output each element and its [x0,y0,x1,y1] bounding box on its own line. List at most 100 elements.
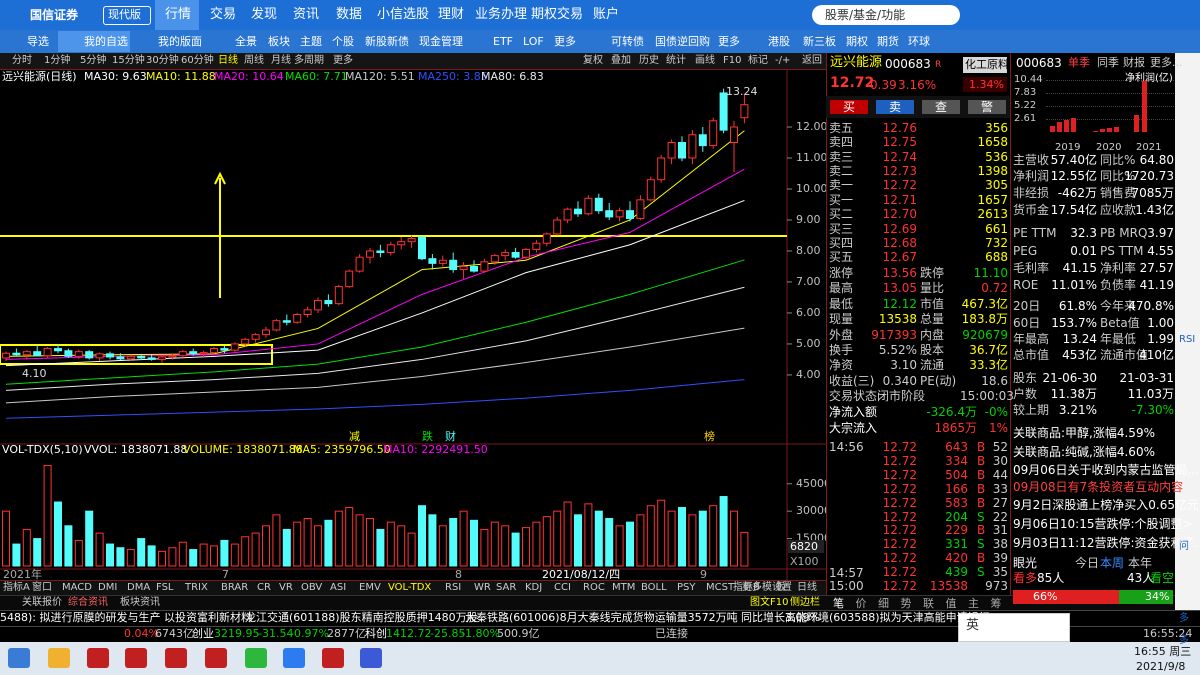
menu-item[interactable]: 业务办理 [475,7,528,22]
quote-tab[interactable]: 主 [968,597,979,610]
toolbar-item[interactable]: 新股新债 [365,35,409,48]
news-item[interactable]: 关联商品:纯碱,涨幅4.60% [1013,445,1155,459]
indicator-tab[interactable]: MTM [612,582,636,593]
side-item[interactable]: 问 [1179,541,1189,552]
f10-tab[interactable]: 单季 [1068,56,1090,69]
period-tab[interactable]: 5分钟 [80,55,107,66]
toolbar-item[interactable]: 主题 [300,35,322,48]
toolbar-item[interactable]: 可转债 [611,35,644,48]
f10-link[interactable]: 侧边栏 [790,597,820,608]
indicator-tab[interactable]: RSI [445,582,462,593]
indicator-tab[interactable]: 板 [776,582,786,593]
taskbar-icon[interactable] [87,648,109,668]
quote-tab[interactable]: 细 [878,597,889,610]
quote-tab[interactable]: 联 [923,597,934,610]
edition-box[interactable] [103,6,151,25]
period-tab[interactable]: 更多 [333,55,353,66]
chart-tool[interactable]: 叠加 [611,55,631,66]
f10-tab[interactable]: 同季 [1097,56,1119,69]
indicator-tab[interactable]: PSY [677,582,696,593]
quote-tab[interactable]: 势 [900,597,912,610]
period-tab[interactable]: 周线 [244,55,264,66]
indicator-tab[interactable]: BOLL [641,582,667,593]
indicator-tab[interactable]: 指标B [733,582,760,593]
indicator-tab[interactable]: MACD [62,582,92,593]
side-item[interactable]: RSI [1179,334,1196,345]
toolbar-item[interactable]: LOF [523,35,544,48]
toolbar-item[interactable]: 导选 [27,35,49,48]
quote-tab[interactable]: 价 [855,597,867,610]
chart-tool[interactable]: 画线 [695,55,715,66]
toolbar-item[interactable]: 个股 [332,35,354,48]
menu-item[interactable]: 交易 [210,7,237,22]
news-item[interactable]: 9月2日深股通上榜净买入0.65亿元 [1013,498,1199,512]
indicator-tab[interactable]: VR [279,582,293,593]
edition[interactable]: 现代版 [108,8,141,21]
indicator-tab[interactable]: CR [257,582,271,593]
trade-button[interactable]: 买 [830,100,868,114]
indicator-tab[interactable]: DMI [98,582,118,593]
indicator-tab[interactable]: ROC [583,582,605,593]
chart-tool[interactable]: F10 [723,55,742,66]
taskbar-icon[interactable] [48,648,70,668]
indicator-tab[interactable]: 指标A [3,582,30,593]
news-item[interactable]: 关联商品:甲醇,涨幅4.59% [1013,426,1155,440]
info-tab[interactable]: 综合资讯 [68,597,108,608]
taskbar-icon[interactable] [360,648,382,668]
toolbar-item[interactable]: 期权 [846,35,868,48]
chart-tool[interactable]: 复权 [583,55,603,66]
toolbar-item[interactable]: 我的自选 [84,35,128,48]
indicator-tab[interactable]: MCST [706,582,735,593]
menu-item[interactable]: 期权交易 [531,7,584,22]
toolbar-item[interactable]: 全景 [235,35,257,48]
taskbar-icon[interactable] [125,648,147,668]
indicator-tab[interactable]: EMV [359,582,381,593]
taskbar-icon[interactable] [165,648,187,668]
toolbar-item[interactable]: 新三板 [803,35,836,48]
period-tab[interactable]: 月线 [271,55,291,66]
indicator-tab[interactable]: DMA [127,582,151,593]
info-tab[interactable]: 板块资讯 [120,597,160,608]
toolbar-item[interactable]: 现金管理 [419,35,463,48]
indicator-tab[interactable]: FSL [156,582,174,593]
toolbar-item[interactable]: 更多 [718,35,740,48]
quote-tab[interactable]: 筹 [990,597,1002,610]
indicator-tab[interactable]: 日线 [797,582,817,593]
indicator-tab[interactable]: ASI [330,582,347,593]
period-tab[interactable]: 分时 [12,55,32,66]
indicator-tab[interactable]: 设置 [772,582,792,593]
trade-button[interactable]: 警 [968,100,1006,114]
chart-tool[interactable]: 返回 [802,55,822,66]
news-item[interactable]: 09月06日关于收到内蒙古监管局... [1013,463,1199,477]
taskbar-icon[interactable] [205,648,227,668]
trade-button[interactable]: 卖 [876,100,914,114]
quote-tab[interactable]: 笔 [833,597,844,610]
search-placeholder[interactable]: 股票/基金/功能 [825,8,906,22]
news-item[interactable]: 9月06日10:15营跌停:个股调整> [1013,517,1193,531]
news-item[interactable]: 9月03日11:12营跌停:资金获利了... [1013,536,1200,550]
period-tab[interactable]: 15分钟 [112,55,145,66]
period-tab[interactable]: 60分钟 [181,55,214,66]
indicator-tab[interactable]: BRAR [221,582,249,593]
trade-button[interactable]: 查 [922,100,960,114]
sentiment-period[interactable]: 今日 [1075,556,1100,570]
toolbar-item[interactable]: 更多 [554,35,576,48]
f10-link[interactable]: 图文F10 [750,597,789,608]
chart-tool[interactable]: 统计 [666,55,686,66]
f10-tab[interactable]: 更多... [1150,56,1183,69]
indicator-tab[interactable]: VOL-TDX [388,582,432,593]
period-tab[interactable]: 30分钟 [146,55,179,66]
toolbar-item[interactable]: 环球 [908,35,930,48]
period-tab[interactable]: 日线 [218,55,238,66]
taskbar-icon[interactable] [8,648,30,668]
side-item[interactable]: 多 [1179,635,1189,646]
indicator-tab[interactable]: 窗口 [32,582,52,593]
indicator-tab[interactable]: KDJ [525,582,543,593]
toolbar-item[interactable]: 港股 [768,35,790,48]
period-tab[interactable]: 多周期 [294,55,324,66]
chart-tool[interactable]: 历史 [639,55,659,66]
menu-item[interactable]: 行情 [165,7,192,22]
quote-tab[interactable]: 值 [945,597,957,610]
f10-tab[interactable]: 财报 [1123,56,1145,69]
indicator-tab[interactable]: OBV [301,582,323,593]
